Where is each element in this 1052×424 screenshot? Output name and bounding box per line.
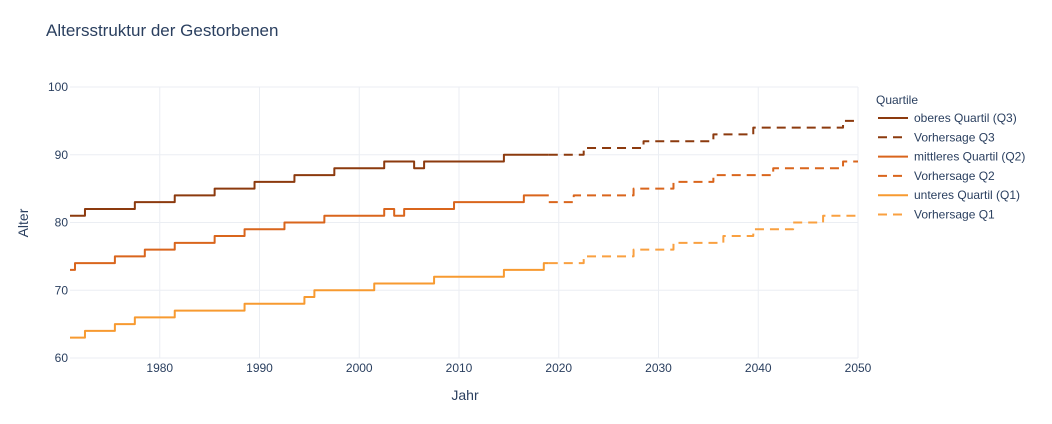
series-line-3 [70, 194, 549, 271]
legend-item[interactable]: Vorhersage Q1 [878, 208, 995, 222]
x-tick-label: 2050 [845, 361, 872, 375]
y-tick-label: 70 [55, 283, 69, 297]
x-tick-label: 2000 [346, 361, 373, 375]
legend-label: unteres Quartil (Q1) [914, 188, 1020, 202]
y-axis-ticks: 60 70 80 90 100 [48, 80, 68, 365]
legend-label: Vorhersage Q1 [914, 208, 995, 222]
x-tick-label: 2020 [545, 361, 572, 375]
chart-title: Altersstruktur der Gestorbenen [46, 21, 279, 40]
x-tick-label: 2030 [645, 361, 672, 375]
x-axis-title: Jahr [451, 387, 479, 403]
legend: Quartile oberes Quartil (Q3) Vorhersage Q… [876, 93, 1025, 222]
legend-label: mittleres Quartil (Q2) [914, 150, 1025, 164]
series-line-1 [70, 153, 549, 217]
x-tick-label: 1990 [246, 361, 273, 375]
x-tick-label: 2040 [745, 361, 772, 375]
legend-item[interactable]: oberes Quartil (Q3) [878, 111, 1017, 125]
x-axis-ticks: 1980 1990 2000 2010 2020 2030 2040 2050 [146, 361, 871, 375]
x-tick-label: 2010 [446, 361, 473, 375]
legend-item[interactable]: unteres Quartil (Q1) [878, 188, 1020, 202]
legend-item[interactable]: mittleres Quartil (Q2) [878, 150, 1025, 164]
series-lines [70, 119, 858, 339]
legend-label: Vorhersage Q3 [914, 130, 995, 144]
y-tick-label: 90 [55, 148, 69, 162]
legend-label: oberes Quartil (Q3) [914, 111, 1017, 125]
legend-label: Vorhersage Q2 [914, 169, 995, 183]
series-line-2 [548, 119, 858, 156]
series-line-5 [70, 262, 549, 339]
y-tick-label: 60 [55, 351, 69, 365]
y-tick-label: 80 [55, 216, 69, 230]
y-axis-title: Alter [15, 208, 31, 237]
grid [70, 86, 859, 359]
legend-item[interactable]: Vorhersage Q3 [878, 130, 995, 144]
series-line-4 [548, 160, 858, 204]
legend-title: Quartile [876, 93, 918, 107]
y-tick-label: 100 [48, 80, 68, 94]
x-tick-label: 1980 [146, 361, 173, 375]
legend-item[interactable]: Vorhersage Q2 [878, 169, 995, 183]
